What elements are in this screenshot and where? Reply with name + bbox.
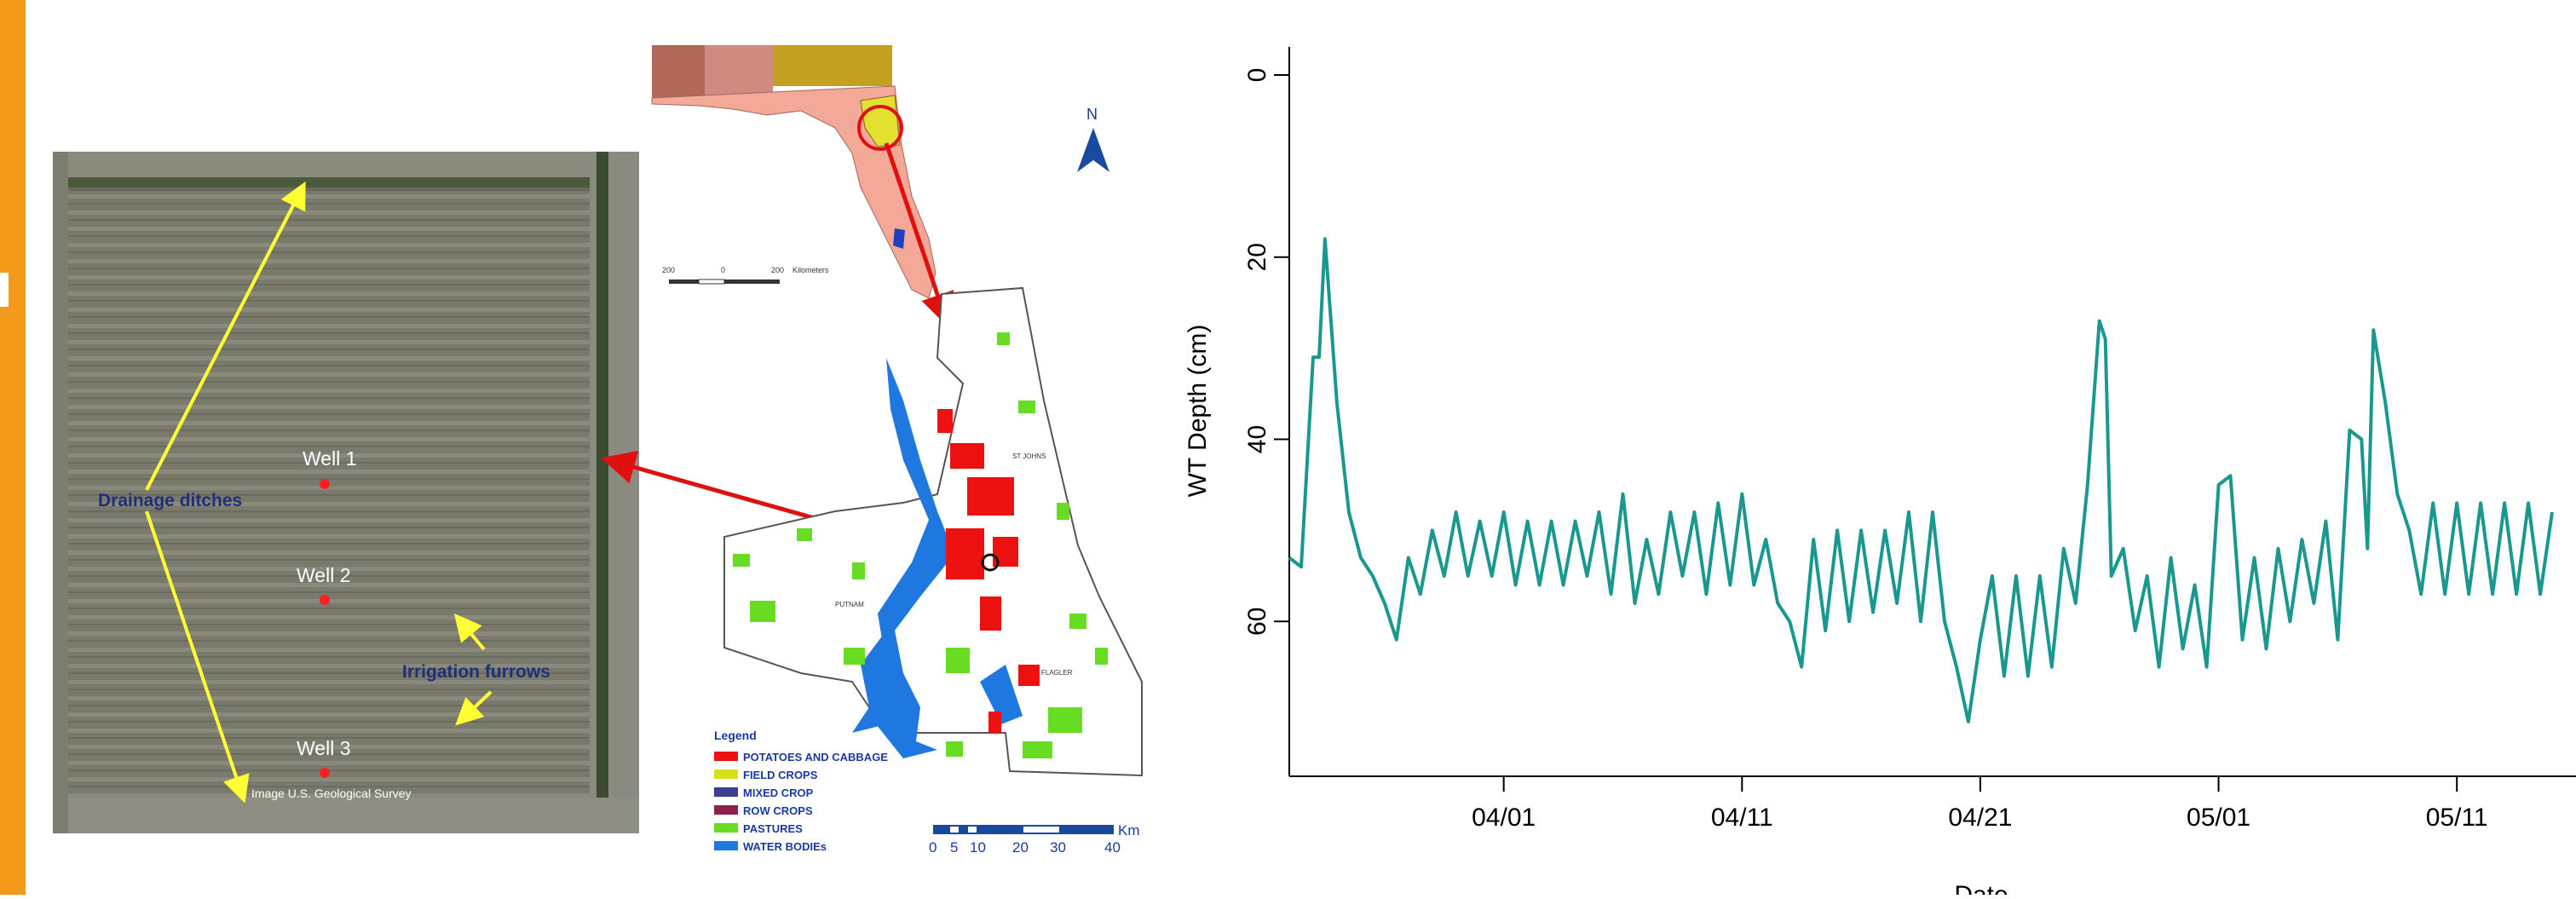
x-tick-label: 05/11: [2426, 804, 2488, 832]
legend-swatch-field-crops: [714, 769, 738, 779]
water-table-chart-panel: 0 20 40 60 04/01 04/11 04/21 05/01 05/11 WT Dept…: [1176, 0, 2576, 899]
km-scale-tick: 20: [1012, 839, 1029, 856]
y-tick-label: 0: [1243, 68, 1271, 83]
florida-state-map: [651, 45, 936, 299]
state-scale-tick: 200: [662, 266, 675, 274]
legend-label-row-crops: ROW CROPS: [743, 804, 813, 817]
legend-label-pastures: PASTURES: [743, 822, 803, 835]
chart-axes: 0 20 40 60 04/01 04/11 04/21 05/01 05/11: [1243, 47, 2576, 832]
legend-swatch-pastures: [714, 823, 738, 833]
irrigation-arrows: [453, 613, 493, 726]
state-scale-tick: 200: [771, 266, 784, 274]
water-table-chart: 0 20 40 60 04/01 04/11 04/21 05/01 05/11 WT Dept…: [1184, 47, 2576, 899]
x-tick-label: 05/01: [2187, 804, 2250, 832]
legend-label-mixed-crop: MIXED CROP: [743, 787, 814, 799]
accent-bar-notch: [0, 273, 9, 307]
county-map: ST JOHNS PUTNAM FLAGLER: [723, 286, 1143, 777]
study-county-highlight: [857, 105, 903, 151]
x-tick-label: 04/21: [1948, 804, 2012, 832]
legend-swatch-row-crops: [714, 805, 738, 815]
x-tick-label: 04/01: [1472, 804, 1536, 832]
county-label-putnam: PUTNAM: [835, 601, 864, 608]
y-tick-label: 60: [1243, 608, 1271, 636]
km-scale-tick: 30: [1050, 839, 1066, 856]
km-scale-bar: 0 5 10 20 30 40 Km: [929, 822, 1140, 856]
map-legend: Legend POTATOES AND CABBAGE FIELD CROPS …: [714, 729, 888, 853]
km-scale-tick: 0: [929, 839, 936, 856]
legend-label-field-crops: FIELD CROPS: [743, 769, 818, 781]
y-axis-label: WT Depth (cm): [1184, 325, 1212, 498]
legend-swatch-water: [714, 841, 738, 850]
legend-title: Legend: [714, 729, 757, 742]
irrigation-furrows-label: Irrigation furrows: [402, 662, 550, 682]
well-1-marker: [320, 479, 330, 489]
well-2-label: Well 2: [297, 564, 351, 586]
aerial-photo: [53, 152, 639, 833]
county-label-flagler: FLAGLER: [1041, 669, 1073, 677]
state-scale-tick: 0: [721, 266, 725, 274]
y-tick-label: 40: [1243, 425, 1271, 453]
drainage-ditches-label: Drainage ditches: [98, 491, 242, 510]
map-zoom-arrow: [884, 142, 954, 328]
drainage-arrows: [145, 181, 306, 804]
state-scale-bar: 200 0 200 Kilometers: [662, 266, 829, 285]
north-arrow-icon: [1077, 128, 1109, 172]
x-tick-label: 04/11: [1711, 804, 1773, 832]
county-label-st-johns: ST JOHNS: [1012, 452, 1046, 460]
image-credit: Image U.S. Geological Survey: [251, 787, 412, 800]
legend-label-potatoes: POTATOES AND CABBAGE: [743, 751, 888, 764]
well-3-label: Well 3: [297, 737, 351, 759]
state-scale-unit: Kilometers: [792, 266, 829, 274]
km-scale-tick: 5: [950, 839, 958, 856]
km-scale-tick: 10: [970, 839, 986, 856]
legend-label-water: WATER BODIEs: [743, 840, 827, 853]
accent-bar: [0, 0, 26, 895]
well-1-label: Well 1: [303, 447, 357, 470]
study-site-figure: Drainage ditches Irrigation furrows Well…: [53, 45, 1143, 856]
north-label: N: [1086, 106, 1098, 123]
well-3-marker: [320, 768, 330, 778]
wt-depth-series-line: [1288, 237, 2554, 723]
x-axis-label: Date: [1954, 881, 2008, 895]
chart-series: [1288, 237, 2554, 723]
km-scale-tick: 40: [1104, 839, 1121, 856]
study-site-panel: Drainage ditches Irrigation furrows Well…: [0, 0, 1193, 895]
well-2-marker: [320, 595, 330, 605]
km-scale-unit: Km: [1118, 822, 1140, 838]
legend-swatch-mixed-crop: [714, 787, 738, 797]
legend-swatch-potatoes: [714, 752, 738, 761]
y-tick-label: 20: [1243, 243, 1271, 271]
